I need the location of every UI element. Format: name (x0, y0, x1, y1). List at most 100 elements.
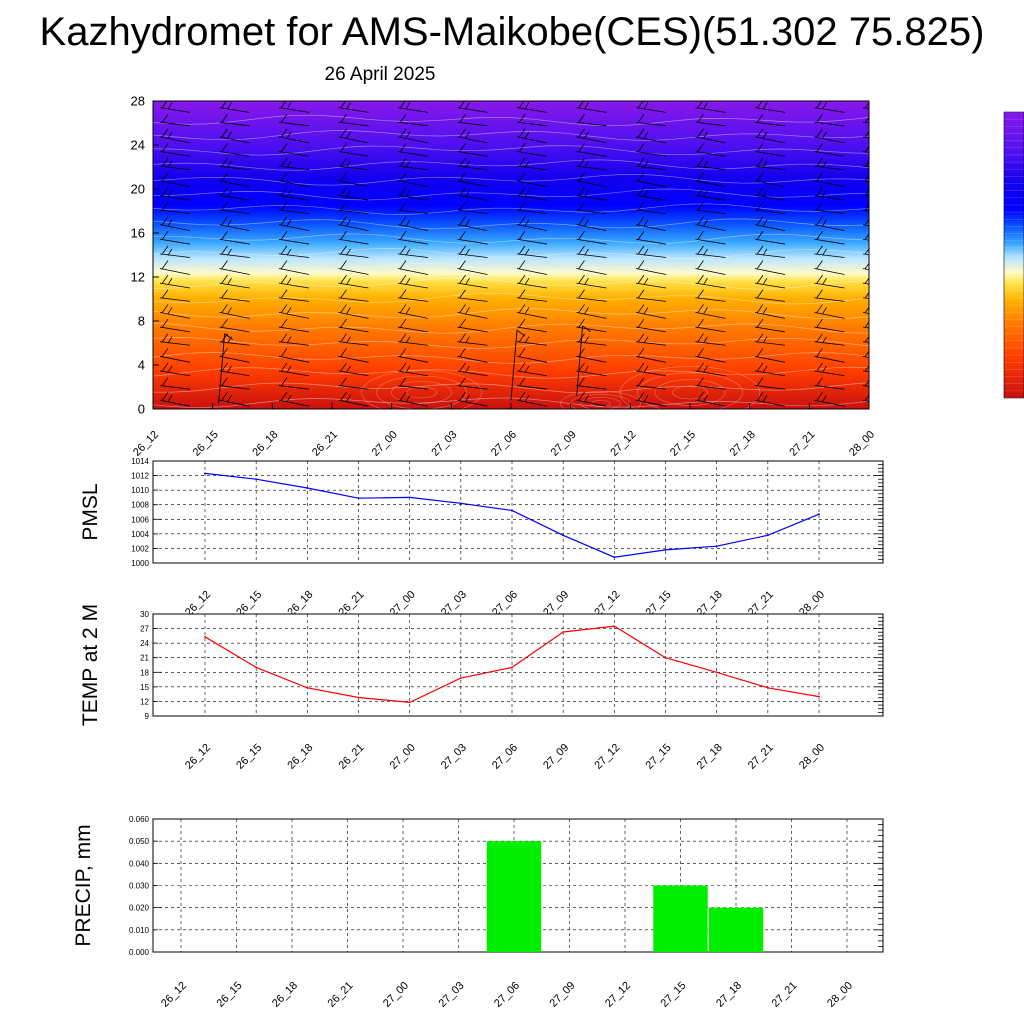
x-tick-label: 27_00 (388, 742, 418, 772)
barb-staff (397, 136, 429, 144)
barb-flag (221, 377, 228, 387)
barb-flag (459, 391, 466, 401)
barb-staff (219, 165, 250, 171)
barb-staff (695, 297, 726, 302)
y-tick-label: 24 (131, 138, 145, 153)
barb-staff (576, 194, 607, 201)
barb-flag (465, 190, 470, 198)
barb-flag (280, 128, 288, 138)
x-tick-label: 26_15 (234, 742, 264, 772)
series-point (766, 534, 769, 537)
barb-staff (457, 341, 488, 346)
barb-staff (397, 326, 429, 333)
barb-flag (816, 143, 823, 153)
barb-flag (816, 113, 823, 123)
barb-staff (695, 180, 726, 188)
x-tick-label: 26_18 (285, 742, 315, 772)
barb-flag (637, 274, 645, 284)
series-point (664, 656, 667, 659)
barb-flag (459, 318, 466, 328)
barb-staff (159, 282, 191, 289)
barb-flag (518, 391, 526, 401)
barb-flag (697, 289, 704, 299)
barb-flag (280, 201, 288, 211)
barb-staff (397, 165, 429, 171)
barb-flag (161, 231, 169, 241)
barb-flag (280, 157, 288, 167)
barb-staff (576, 136, 607, 144)
barb-staff (814, 165, 845, 171)
barb-flag (518, 362, 526, 372)
barb-flag (637, 143, 645, 153)
series-point (204, 635, 206, 638)
barb-flag (286, 131, 292, 139)
barb-flag (643, 336, 649, 344)
barb-flag (399, 260, 407, 270)
barb-flag (286, 365, 292, 373)
barb-flag (167, 160, 173, 168)
barb-flag (280, 216, 288, 226)
barb-flag (816, 260, 823, 270)
barb-flag (756, 362, 764, 372)
contour-line (153, 262, 869, 275)
contour-ring (361, 370, 482, 409)
barb-staff (576, 253, 607, 258)
barb-staff (862, 399, 869, 402)
barb-staff (278, 180, 310, 188)
barb-flag (280, 231, 288, 241)
barb-flag (697, 245, 704, 255)
barb-flag (161, 377, 169, 387)
barb-flag (816, 289, 823, 299)
barb-staff (516, 385, 548, 390)
barb-flag (399, 318, 407, 328)
barb-flag (167, 277, 173, 285)
barb-flag (161, 201, 169, 211)
barb-flag (643, 277, 649, 285)
barb-flag (822, 394, 827, 402)
x-tick-label: 27_06 (492, 980, 522, 1010)
barb-flag (864, 277, 869, 284)
barb-flag (465, 219, 470, 227)
barb-staff (576, 180, 607, 188)
series-point (613, 625, 616, 628)
series-point (408, 701, 411, 704)
barb-flag (584, 248, 589, 256)
contour-line (153, 322, 869, 334)
barb-flag (756, 304, 764, 314)
barb-flag (524, 190, 530, 198)
barb-flag (161, 172, 169, 182)
barb-staff (457, 136, 488, 144)
barb-flag (286, 248, 292, 256)
barb-staff (635, 326, 667, 333)
barb-flag (643, 102, 649, 110)
barb-flag (703, 394, 708, 402)
barb-flag (340, 113, 347, 123)
y-tick-label: 4 (138, 358, 145, 373)
barb-flag (280, 260, 288, 270)
barb-flag (756, 318, 764, 328)
series-point (562, 631, 565, 633)
barb-flag (762, 131, 768, 139)
barb-flag (756, 377, 764, 387)
barb-flag (346, 365, 351, 373)
barb-staff (457, 238, 488, 245)
barb-flag (221, 201, 228, 211)
colorbar-swatch (1003, 111, 1024, 399)
barb-staff (219, 297, 250, 302)
barb-flag (405, 190, 411, 198)
barb-flag (346, 248, 351, 256)
barb-flag (816, 172, 823, 182)
barb-flag (227, 277, 232, 285)
barb-flag (697, 391, 704, 401)
barb-staff (576, 355, 607, 363)
barb-staff (397, 253, 429, 258)
barb-flag (405, 160, 411, 168)
contour-ring (560, 391, 641, 409)
series-point (511, 666, 513, 669)
barb-staff (754, 238, 786, 245)
barb-staff (457, 355, 488, 363)
barb-flag (399, 348, 407, 358)
barb-staff (338, 282, 369, 289)
barb-staff (576, 312, 607, 319)
barb-flag (703, 277, 708, 285)
